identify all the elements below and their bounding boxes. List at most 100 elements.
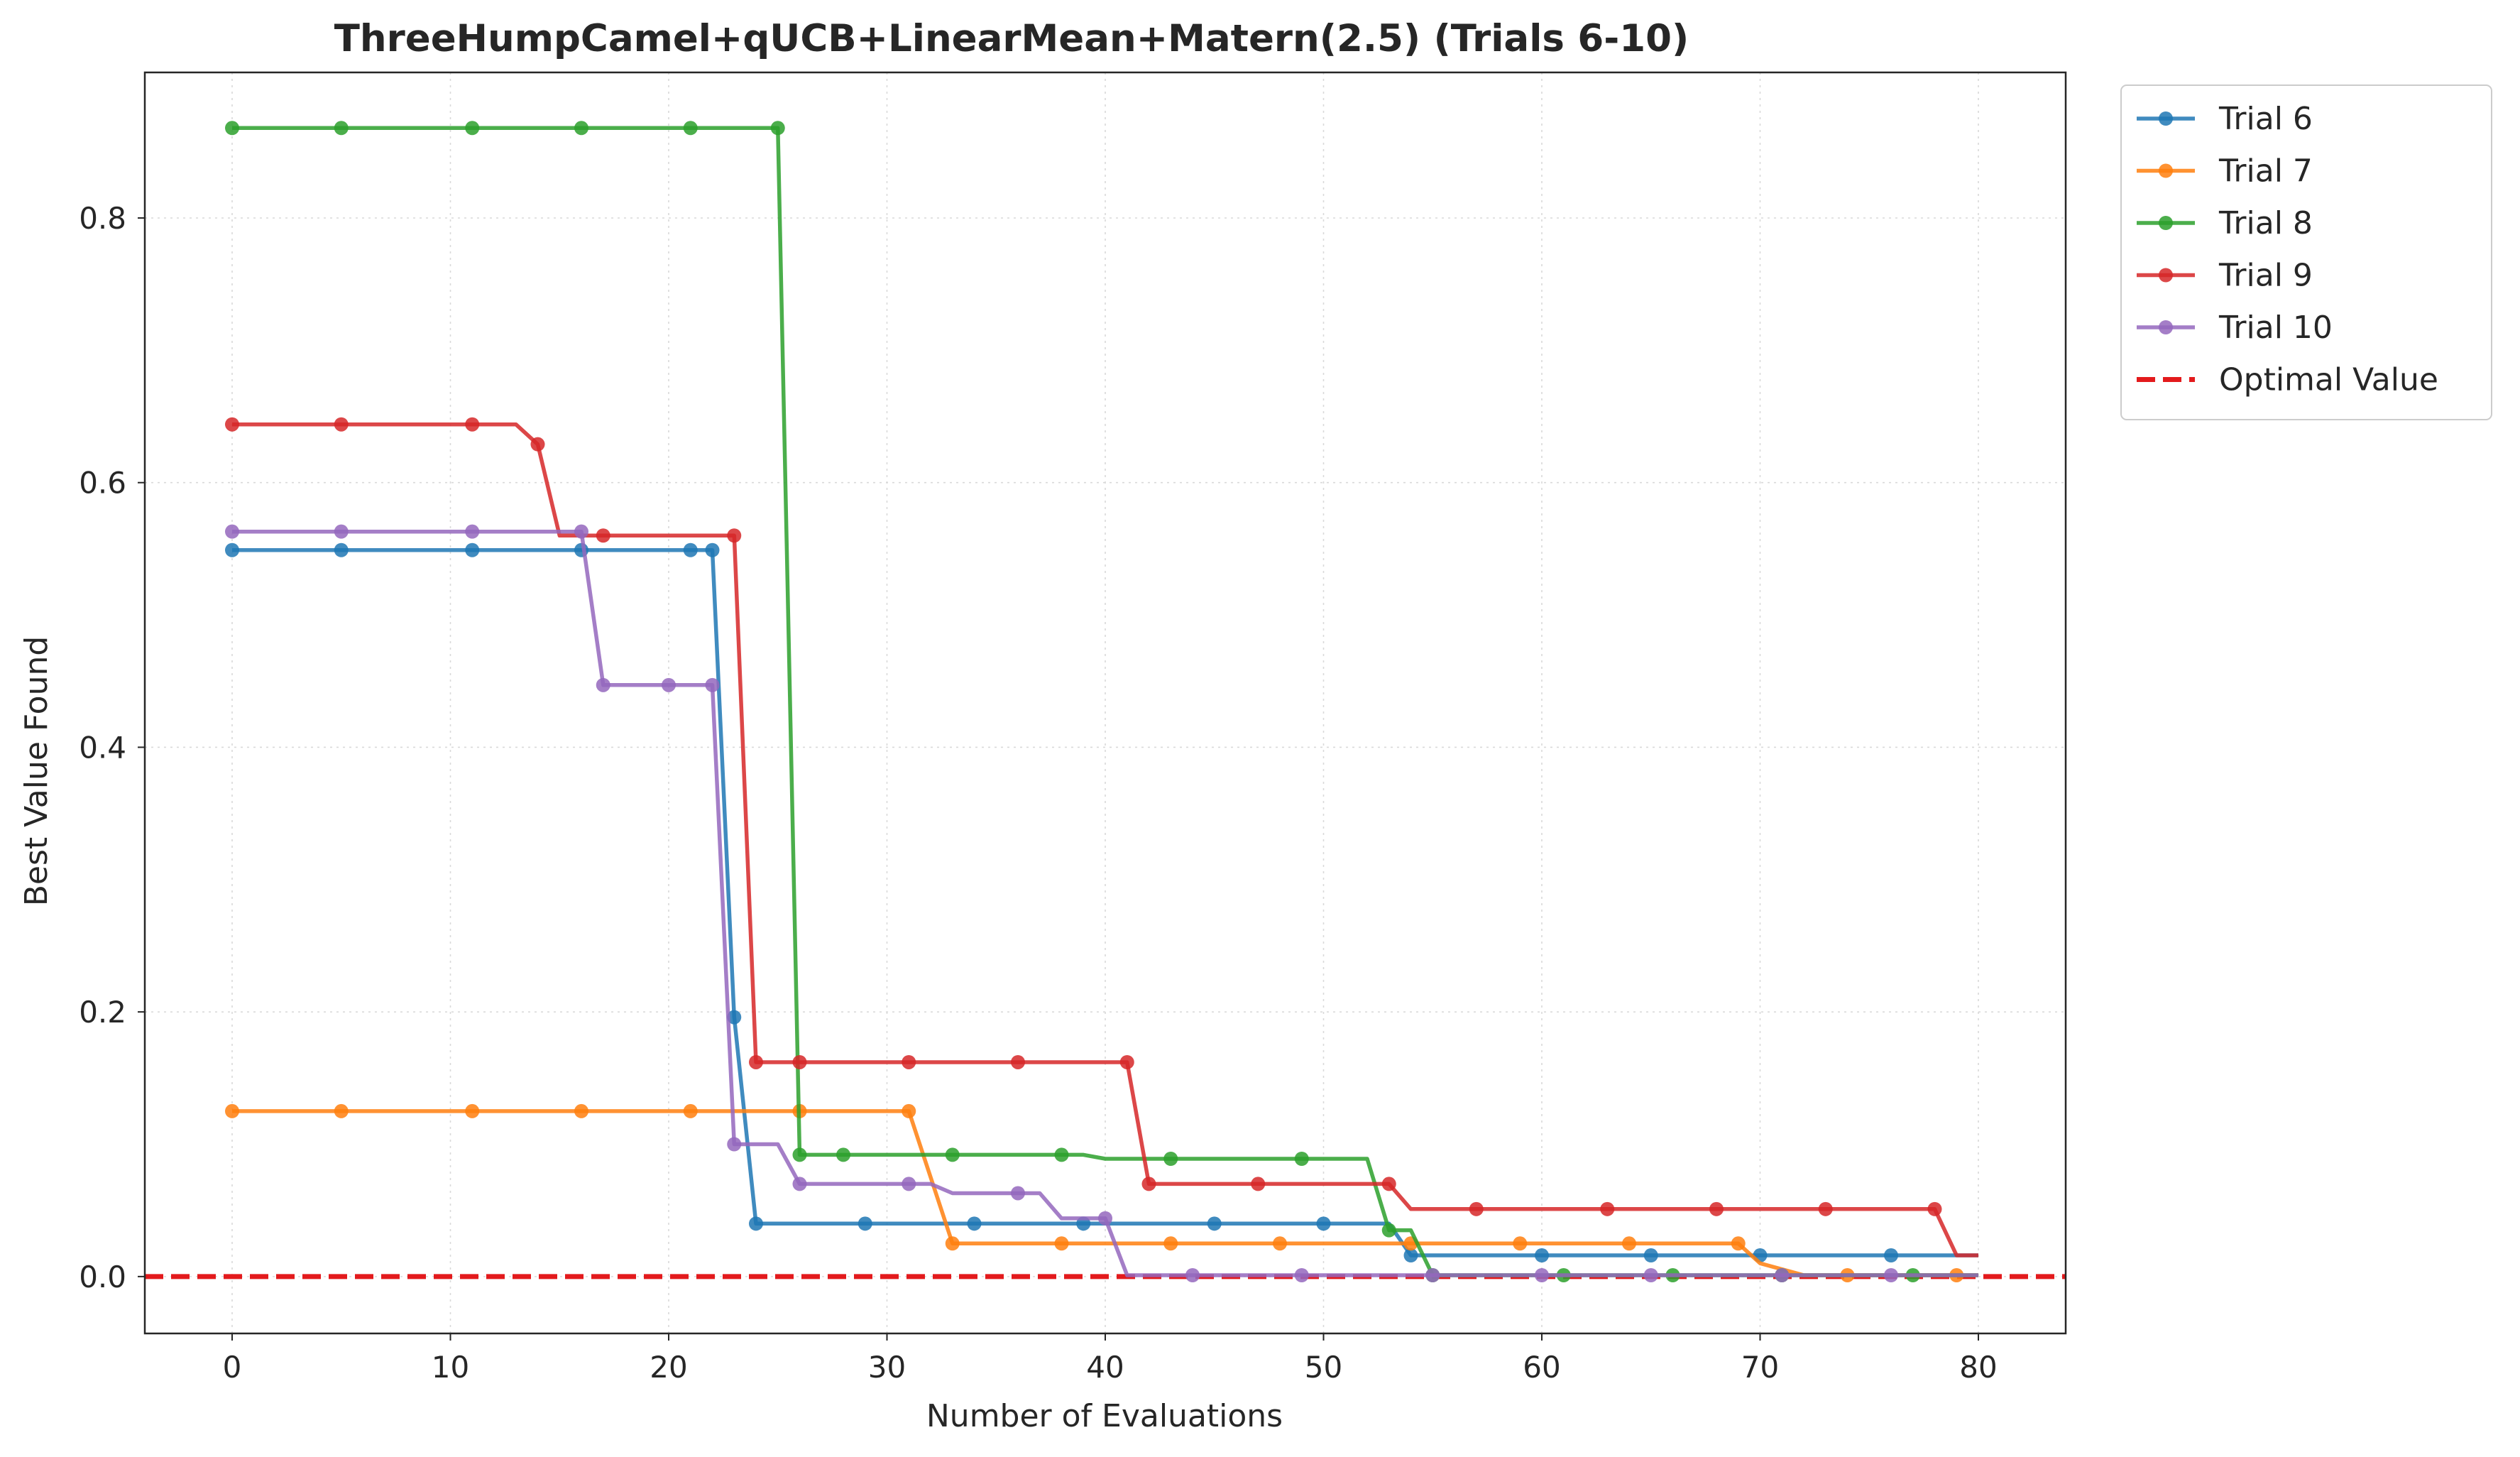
data-point [1884,1248,1898,1263]
data-point [902,1177,916,1191]
data-point [1011,1054,1025,1069]
data-point [902,1054,916,1069]
data-point [1535,1268,1549,1283]
data-point [683,1103,698,1118]
data-point [1294,1152,1309,1167]
data-point [1884,1268,1898,1283]
legend-label: Trial 9 [2218,258,2313,294]
data-point [967,1216,982,1231]
x-tick-label: 0 [223,1350,242,1385]
legend-swatch-marker [2159,268,2173,283]
data-point [1316,1216,1331,1231]
data-point [1403,1248,1418,1263]
data-point [1600,1201,1615,1216]
data-point [1098,1211,1112,1226]
series-group [225,121,1978,1283]
legend-swatch-marker [2159,320,2173,334]
series-line [232,126,1978,1277]
data-point [945,1236,960,1251]
data-point [1535,1248,1549,1263]
series-group [225,417,1978,1257]
data-point [225,121,239,136]
data-point [465,542,480,557]
data-point [1709,1201,1724,1216]
data-point [465,121,480,136]
legend-item: Trial 8 [2137,205,2313,241]
y-tick-label: 0.2 [79,995,126,1030]
data-point [770,121,785,136]
data-point [1469,1201,1484,1216]
data-point [465,417,480,432]
x-tick-label: 80 [1959,1350,1997,1385]
chart-title: ThreeHumpCamel+qUCB+LinearMean+Matern(2.… [334,17,1689,60]
data-point [1818,1201,1833,1216]
data-point [1163,1236,1178,1251]
data-point [225,417,239,432]
series-layer [225,121,1978,1283]
data-point [858,1216,872,1231]
data-point [596,528,610,543]
data-point [836,1147,850,1162]
x-axis-label: Number of Evaluations [926,1398,1283,1434]
x-tick-label: 30 [868,1350,906,1385]
data-point [749,1054,763,1069]
data-point [1381,1177,1396,1191]
legend-item: Trial 10 [2137,310,2333,346]
data-point [662,677,676,692]
data-point [334,524,349,539]
x-tick-label: 40 [1086,1350,1124,1385]
data-point [334,542,349,557]
data-point [792,1054,807,1069]
data-point [1054,1147,1069,1162]
legend: Trial 6 Trial 7 Trial 8 Trial 9 Trial 10 Opti… [2120,84,2492,420]
data-point [749,1216,763,1231]
data-point [334,121,349,136]
data-point [1273,1236,1287,1251]
data-point [1513,1236,1528,1251]
data-point [334,1103,349,1118]
x-tick-label: 20 [650,1350,687,1385]
data-point [1185,1268,1200,1283]
data-point [1251,1177,1266,1191]
data-point [1622,1236,1636,1251]
data-point [1163,1152,1178,1167]
data-point [574,121,588,136]
legend-label: Trial 8 [2218,205,2313,241]
data-point [574,524,588,539]
data-point [945,1147,960,1162]
data-point [727,1137,742,1152]
y-tick-label: 0.4 [79,730,126,765]
data-point [683,121,698,136]
data-point [574,1103,588,1118]
y-tick-label: 0.6 [79,466,126,501]
legend-item: Trial 9 [2137,258,2313,294]
legend-label: Trial 6 [2218,101,2313,137]
data-point [1425,1268,1440,1283]
data-point [792,1177,807,1191]
y-tick-label: 0.0 [79,1260,126,1294]
data-point [792,1147,807,1162]
x-tick-label: 10 [432,1350,469,1385]
legend-swatch-marker [2159,163,2173,178]
legend-label: Trial 7 [2218,153,2313,190]
data-point [683,542,698,557]
data-point [1643,1268,1658,1283]
legend-swatch-marker [2159,216,2173,230]
series-line [232,529,1978,1277]
data-point [1927,1201,1942,1216]
data-point [1054,1236,1069,1251]
data-point [727,528,742,543]
data-point [1207,1216,1222,1231]
data-point [1011,1186,1025,1201]
data-point [465,524,480,539]
data-point [1775,1268,1790,1283]
y-tick-label: 0.8 [79,201,126,236]
legend-swatch-marker [2159,111,2173,126]
data-point [1731,1236,1746,1251]
data-point [705,542,720,557]
data-point [225,1103,239,1118]
legend-label: Optimal Value [2219,362,2438,398]
data-point [1141,1177,1156,1191]
data-point [1643,1248,1658,1263]
